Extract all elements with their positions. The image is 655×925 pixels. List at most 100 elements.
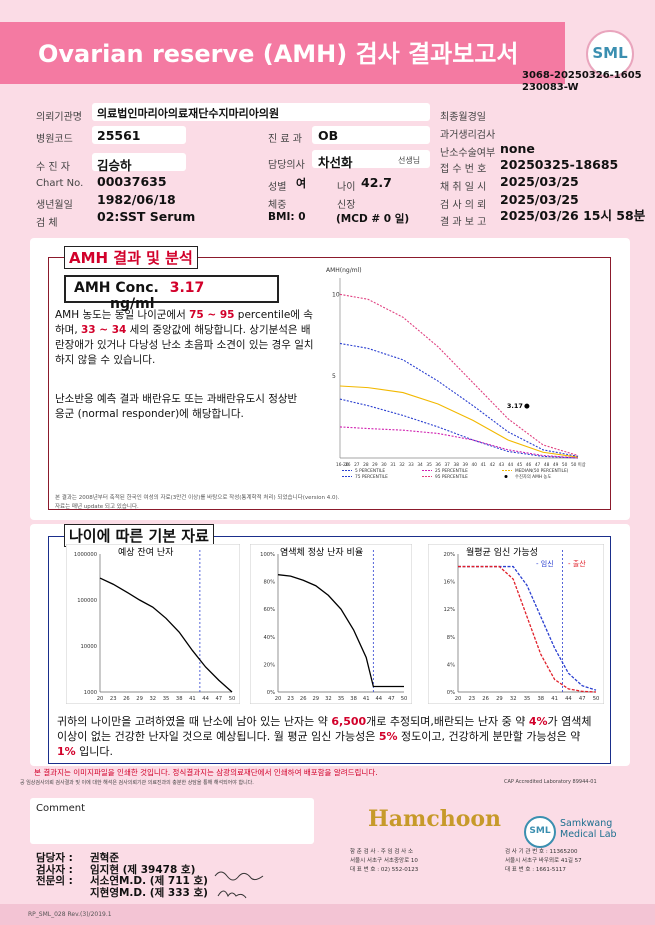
x-tick-label: 44 [565, 696, 572, 702]
chart-bg [428, 544, 604, 704]
x-tick-label: 23 [287, 696, 294, 702]
x-tick-label: 27 [354, 462, 360, 468]
result-value: 2025/03/26 15시 58분 [500, 208, 646, 223]
y-tick-label: 0% [447, 690, 455, 696]
series-line [339, 293, 579, 457]
x-tick-label: 32 [510, 696, 517, 702]
legend-marker [504, 475, 508, 478]
hamchoon-line3: 대 표 번 호 : 02) 552-0123 [350, 867, 419, 873]
chart-label: Chart No. [36, 178, 84, 189]
pregnancy-chance-chart: 20% 16% 12% 8% 4% 0%20 23 26 29 32 35 38 41 44 47 50 월평균… [428, 544, 604, 704]
x-tick-label: 36 [435, 462, 441, 468]
y-tick-label: 5 [332, 373, 336, 380]
ovary-surgery-label: 난소수술여부 [440, 148, 496, 159]
hamchoon-line2: 서울시 서초구 서초중앙로 10 [350, 858, 418, 864]
x-tick-label: 28 [363, 462, 369, 468]
tester-name: 임지현 (제 39478 호) [90, 863, 196, 876]
samkwang-info: 검 사 기 관 번 호 : 11365200 서울시 서초구 바우뫼로 41길 … [505, 848, 582, 875]
x-tick-label: 48 [544, 462, 550, 468]
x-tick-label: 41 [551, 696, 558, 702]
height-label: 신장 [337, 200, 356, 211]
x-tick-label: 47 [215, 696, 222, 702]
amh-series-group: 10 5 3.17 [332, 278, 579, 459]
y-tick-label: 10 [332, 291, 340, 298]
age-value: 42.7 [361, 175, 392, 190]
x-tick-label: 47 [579, 696, 586, 702]
form-number: RP_SML_028 Rev.(3)/2019.1 [28, 911, 112, 918]
x-tick-label: 29 [496, 696, 503, 702]
bmi-value: BMI: 0 [268, 211, 306, 223]
receipt-value: 20250325-18685 [500, 157, 619, 172]
x-tick-label: 20 [275, 696, 282, 702]
x-tick-label: 49 [553, 462, 559, 468]
manager-name: 권혁준 [90, 852, 119, 864]
x-tick-label: 23 [468, 696, 475, 702]
y-tick-label: 12% [443, 607, 455, 613]
age-summary-text: 귀하의 나이만을 고려하였을 때 난소에 남아 있는 난자는 약 6,500개로… [57, 714, 602, 759]
x-tick-label: 26 [123, 696, 130, 702]
patient-label: 수 진 자 [36, 162, 70, 173]
amh-analysis-text: AMH 농도는 동일 나이군에서 75 ~ 95 percentile에 속하며… [55, 308, 317, 368]
x-tick-label: 41 [189, 696, 196, 702]
y-tick-label: 4% [447, 662, 455, 668]
report-number-line1: 3068-20250326-1605 [522, 70, 642, 81]
x-tick-label: 29 [136, 696, 143, 702]
result-label: 결 과 보 고 [440, 217, 487, 228]
signature-1 [214, 871, 264, 881]
y-tick-label: 60% [263, 607, 275, 613]
accredit-right-text: CAP Accredited Laboratory 89944-01 [504, 779, 597, 785]
sml-logo: SML [586, 30, 634, 78]
amh-age-range: 33 ~ 34 [81, 324, 127, 336]
patient-value: 김승하 [97, 158, 132, 173]
dob-value: 1982/06/18 [97, 192, 176, 207]
history-label: 과거생리검사 [440, 130, 496, 141]
hamchoon-logo: Hamchoon [368, 806, 502, 832]
x-tick-label: 32 [325, 696, 332, 702]
age-section-title: 나이에 따른 기본 자료 [64, 524, 214, 547]
legend-entry: 수진자의 AMH 농도 [515, 473, 551, 480]
x-tick-label: 26 [345, 462, 351, 468]
x-tick-label: 20 [455, 696, 462, 702]
hospital-code-box [92, 126, 186, 144]
signature-values: 권혁준 임지현 (제 39478 호) 서소연M.D. (제 711 호) 지현… [90, 852, 208, 899]
x-tick-label: 16-26 [336, 462, 349, 468]
samkwang-line2: 서울시 서초구 바우뫼로 41길 57 [505, 858, 582, 864]
y-tick-label: 0% [267, 690, 275, 696]
collect-label: 채 취 일 시 [440, 182, 487, 193]
series-line [339, 342, 579, 457]
y-tick-label: 20% [263, 662, 275, 668]
samkwang-logo-text: SML [529, 826, 551, 836]
sex-value: 여 [296, 177, 307, 190]
patient-point [524, 403, 530, 409]
patient-box [92, 153, 186, 171]
summary-part: 입니다. [75, 745, 114, 758]
amh-footnote-1: 본 결과는 2008년부터 축적된 한국인 여성의 자료(3만건 이상)를 바탕… [55, 495, 340, 501]
x-tick-label: 50 [562, 462, 568, 468]
x-tick-label: 26 [300, 696, 307, 702]
specialist-2: 지현영M.D. (제 333 호) [90, 886, 208, 899]
amh-percentile-range: 75 ~ 95 [189, 309, 235, 321]
dept-label: 진 료 과 [268, 134, 302, 145]
y-tick-label: 16% [443, 580, 455, 586]
doctor-suffix: 선생님 [398, 156, 421, 165]
x-tick-label: 35 [426, 462, 432, 468]
x-tick-label: 29 [312, 696, 319, 702]
tester-label: 검사자 : [36, 863, 73, 876]
amh-footnote-2: 자료는 매년 update 되고 있습니다. [55, 504, 139, 510]
chart-title: 월평균 임신 가능성 [466, 546, 538, 558]
x-tick-label: 38 [350, 696, 357, 702]
normal-egg-ratio-chart: 100% 80% 60% 40% 20% 0%20 23 26 29 32 35 38 41 44 47 50… [250, 544, 412, 704]
hamchoon-info: 함 춘 검 사 · 주 임 검 사 소 서울시 서초구 서초중앙로 10 대 표… [350, 848, 418, 875]
summary-eggs: 6,500 [331, 715, 367, 728]
doctor-box [312, 150, 430, 168]
samkwang-line3: 대 표 번 호 : 1661-5117 [505, 867, 566, 873]
samkwang-logo-icon: SML [524, 816, 556, 848]
institution-box [92, 103, 430, 121]
age-label: 나이 [337, 182, 356, 193]
legend-entry: 75 PERCENTILE [355, 474, 388, 480]
manager-label: 담당자 : [36, 852, 73, 864]
x-tick-label: 44 [202, 696, 209, 702]
